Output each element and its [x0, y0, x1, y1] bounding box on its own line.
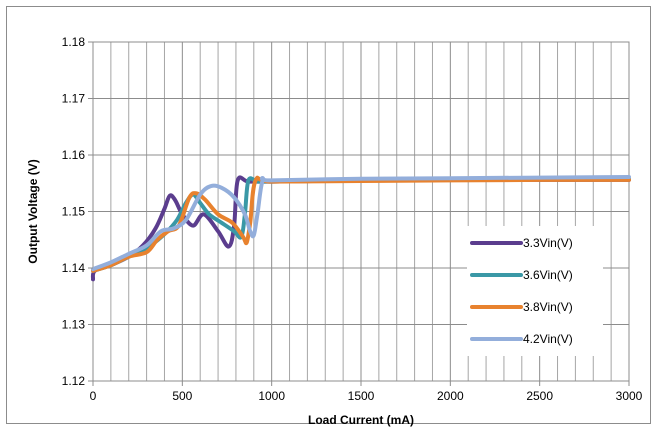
series-line-3	[91, 175, 631, 273]
x-axis-title: Load Current (mA)	[308, 413, 414, 427]
x-tick-label: 1500	[348, 389, 375, 403]
legend: 3.3Vin(V) 3.6Vin(V) 3.8Vin(V) 4.2Vin(V)	[467, 226, 603, 356]
y-tick-label: 1.15	[62, 205, 86, 219]
legend-label-2: 3.6Vin(V)	[523, 268, 573, 282]
y-tick-label: 1.16	[62, 148, 86, 162]
y-tick-label: 1.18	[62, 35, 86, 49]
y-axis-ticks: 1.12 1.13 1.14 1.15 1.16 1.17 1.18	[62, 35, 93, 388]
y-tick-label: 1.17	[62, 92, 86, 106]
x-tick-label: 500	[172, 389, 192, 403]
x-axis-ticks: 0 500 1000 1500 2000 2500 3000	[90, 381, 643, 403]
legend-label-4: 4.2Vin(V)	[523, 332, 573, 346]
series-line-4	[91, 175, 631, 272]
y-tick-label: 1.13	[62, 318, 86, 332]
legend-label-3: 3.8Vin(V)	[523, 300, 573, 314]
legend-box	[467, 226, 603, 356]
x-tick-label: 2500	[526, 389, 553, 403]
series-layer	[90, 175, 631, 282]
x-tick-label: 0	[90, 389, 97, 403]
y-axis-title: Output Voltage (V)	[26, 159, 40, 263]
y-tick-label: 1.12	[62, 374, 86, 388]
y-tick-label: 1.14	[62, 261, 86, 275]
x-tick-label: 2000	[437, 389, 464, 403]
legend-label-1: 3.3Vin(V)	[523, 236, 573, 250]
x-tick-label: 1000	[258, 389, 285, 403]
x-tick-label: 3000	[616, 389, 643, 403]
